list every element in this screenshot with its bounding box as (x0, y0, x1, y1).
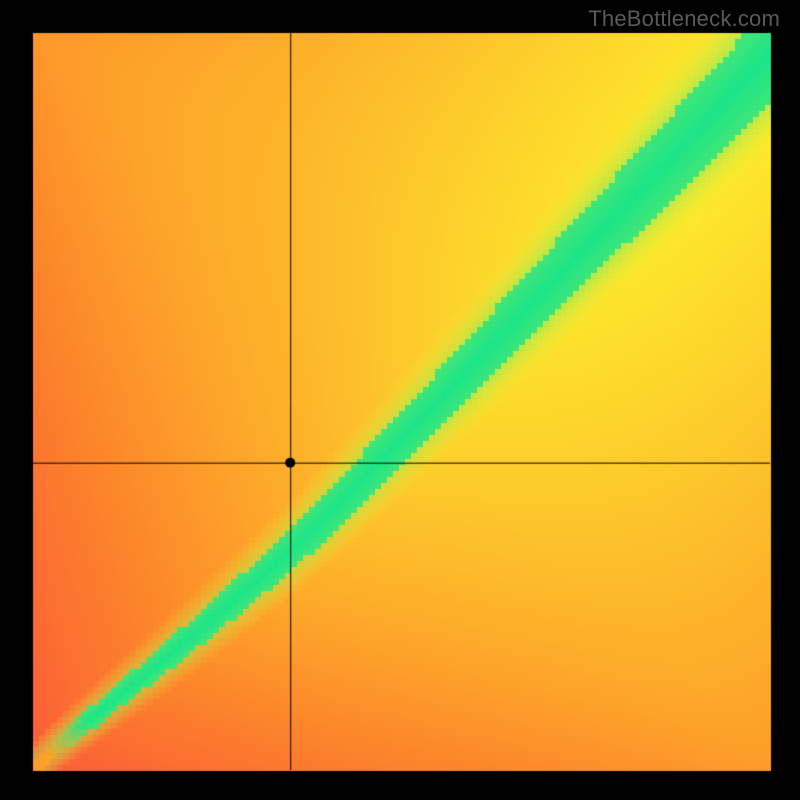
watermark-text: TheBottleneck.com (588, 6, 780, 32)
bottleneck-heatmap (0, 0, 800, 800)
chart-container: TheBottleneck.com (0, 0, 800, 800)
